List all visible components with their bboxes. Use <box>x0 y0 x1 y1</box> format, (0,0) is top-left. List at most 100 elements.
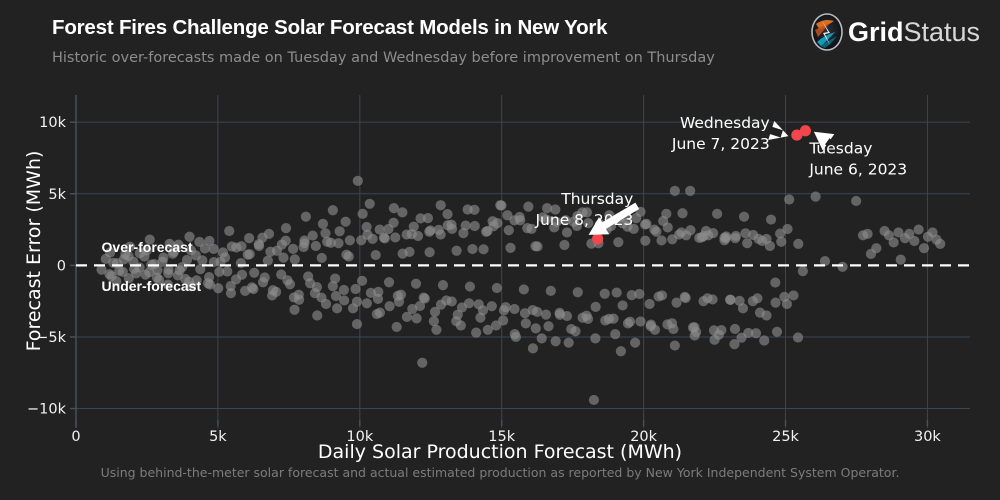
scatter-point[interactable] <box>431 324 442 335</box>
scatter-point[interactable] <box>412 230 424 242</box>
scatter-point[interactable] <box>475 312 486 323</box>
scatter-point[interactable] <box>656 290 668 301</box>
scatter-point[interactable] <box>545 285 556 296</box>
scatter-point[interactable] <box>530 323 541 334</box>
scatter-point[interactable] <box>194 236 205 247</box>
scatter-point[interactable] <box>299 238 310 249</box>
scatter-point[interactable] <box>214 266 225 277</box>
scatter-point[interactable] <box>253 240 265 252</box>
scatter-point[interactable] <box>168 246 180 257</box>
scatter-point[interactable] <box>282 275 293 286</box>
scatter-point[interactable] <box>383 277 395 288</box>
scatter-point[interactable] <box>519 308 531 319</box>
scatter-point[interactable] <box>395 289 407 300</box>
scatter-point[interactable] <box>351 318 363 330</box>
data-points[interactable] <box>96 175 946 406</box>
scatter-point[interactable] <box>350 283 361 295</box>
scatter-point[interactable] <box>361 298 372 309</box>
scatter-point[interactable] <box>560 215 571 226</box>
scatter-point[interactable] <box>327 205 338 216</box>
scatter-point[interactable] <box>871 243 882 254</box>
scatter-point[interactable] <box>702 293 713 304</box>
scatter-point[interactable] <box>463 298 475 309</box>
scatter-point[interactable] <box>163 268 174 279</box>
scatter-point[interactable] <box>123 273 134 284</box>
scatter-point[interactable] <box>918 243 930 254</box>
scatter-point[interactable] <box>725 294 736 305</box>
scatter-point[interactable] <box>677 208 688 219</box>
scatter-point[interactable] <box>522 223 533 234</box>
scatter-point[interactable] <box>356 235 367 246</box>
scatter-point[interactable] <box>600 315 611 326</box>
scatter-point[interactable] <box>276 239 287 250</box>
scatter-point[interactable] <box>164 238 175 249</box>
scatter-point[interactable] <box>784 194 795 205</box>
scatter-point[interactable] <box>370 249 381 261</box>
scatter-point[interactable] <box>630 337 641 348</box>
scatter-point[interactable] <box>259 272 270 283</box>
scatter-point[interactable] <box>265 246 276 257</box>
scatter-point[interactable] <box>367 233 378 244</box>
scatter-point[interactable] <box>904 228 915 239</box>
scatter-point[interactable] <box>549 222 560 233</box>
scatter-point[interactable] <box>322 236 333 247</box>
scatter-point[interactable] <box>510 331 521 343</box>
scatter-point[interactable] <box>793 238 804 249</box>
scatter-point[interactable] <box>626 290 637 301</box>
scatter-point[interactable] <box>689 330 700 341</box>
scatter-point[interactable] <box>469 220 480 232</box>
scatter-point[interactable] <box>792 332 804 343</box>
scatter-point[interactable] <box>482 324 493 335</box>
scatter-point[interactable] <box>754 307 766 318</box>
scatter-point[interactable] <box>503 225 514 236</box>
scatter-point[interactable] <box>332 303 343 314</box>
scatter-point[interactable] <box>429 306 441 317</box>
scatter-point[interactable] <box>391 321 402 333</box>
scatter-point[interactable] <box>542 202 553 214</box>
scatter-point[interactable] <box>644 298 655 310</box>
scatter-point[interactable] <box>536 333 547 344</box>
scatter-point[interactable] <box>622 318 634 329</box>
scatter-point[interactable] <box>661 208 672 219</box>
scatter-point[interactable] <box>340 216 351 227</box>
scatter-point[interactable] <box>572 287 583 298</box>
scatter-point[interactable] <box>300 211 311 222</box>
scatter-point[interactable] <box>532 306 543 317</box>
scatter-point[interactable] <box>530 241 541 252</box>
scatter-point[interactable] <box>669 185 680 197</box>
scatter-point[interactable] <box>781 298 793 310</box>
scatter-point[interactable] <box>293 289 304 300</box>
scatter-point[interactable] <box>505 242 516 253</box>
scatter-point[interactable] <box>559 239 570 251</box>
scatter-point[interactable] <box>248 283 259 295</box>
scatter-point[interactable] <box>327 281 338 292</box>
scatter-point[interactable] <box>317 218 329 229</box>
scatter-point[interactable] <box>262 255 273 266</box>
scatter-point[interactable] <box>862 228 873 239</box>
scatter-point[interactable] <box>123 250 134 262</box>
scatter-point[interactable] <box>191 275 202 286</box>
scatter-point[interactable] <box>712 208 723 219</box>
scatter-point[interactable] <box>656 235 667 246</box>
scatter-point[interactable] <box>523 201 534 212</box>
scatter-point[interactable] <box>289 304 300 315</box>
scatter-point[interactable] <box>700 225 712 237</box>
scatter-point[interactable] <box>776 236 787 247</box>
scatter-point[interactable] <box>913 224 924 235</box>
scatter-point[interactable] <box>729 339 740 350</box>
scatter-point[interactable] <box>418 292 429 303</box>
scatter-point[interactable] <box>435 229 446 240</box>
scatter-point[interactable] <box>401 311 413 323</box>
scatter-point[interactable] <box>224 225 235 237</box>
scatter-point[interactable] <box>383 223 394 235</box>
highlighted-point[interactable] <box>791 129 803 141</box>
scatter-point[interactable] <box>330 290 342 302</box>
scatter-point[interactable] <box>851 195 862 207</box>
scatter-point[interactable] <box>231 242 242 253</box>
scatter-point[interactable] <box>422 213 434 224</box>
scatter-point[interactable] <box>181 254 193 266</box>
scatter-point[interactable] <box>384 301 395 312</box>
scatter-point[interactable] <box>581 207 592 218</box>
scatter-point[interactable] <box>554 309 566 320</box>
